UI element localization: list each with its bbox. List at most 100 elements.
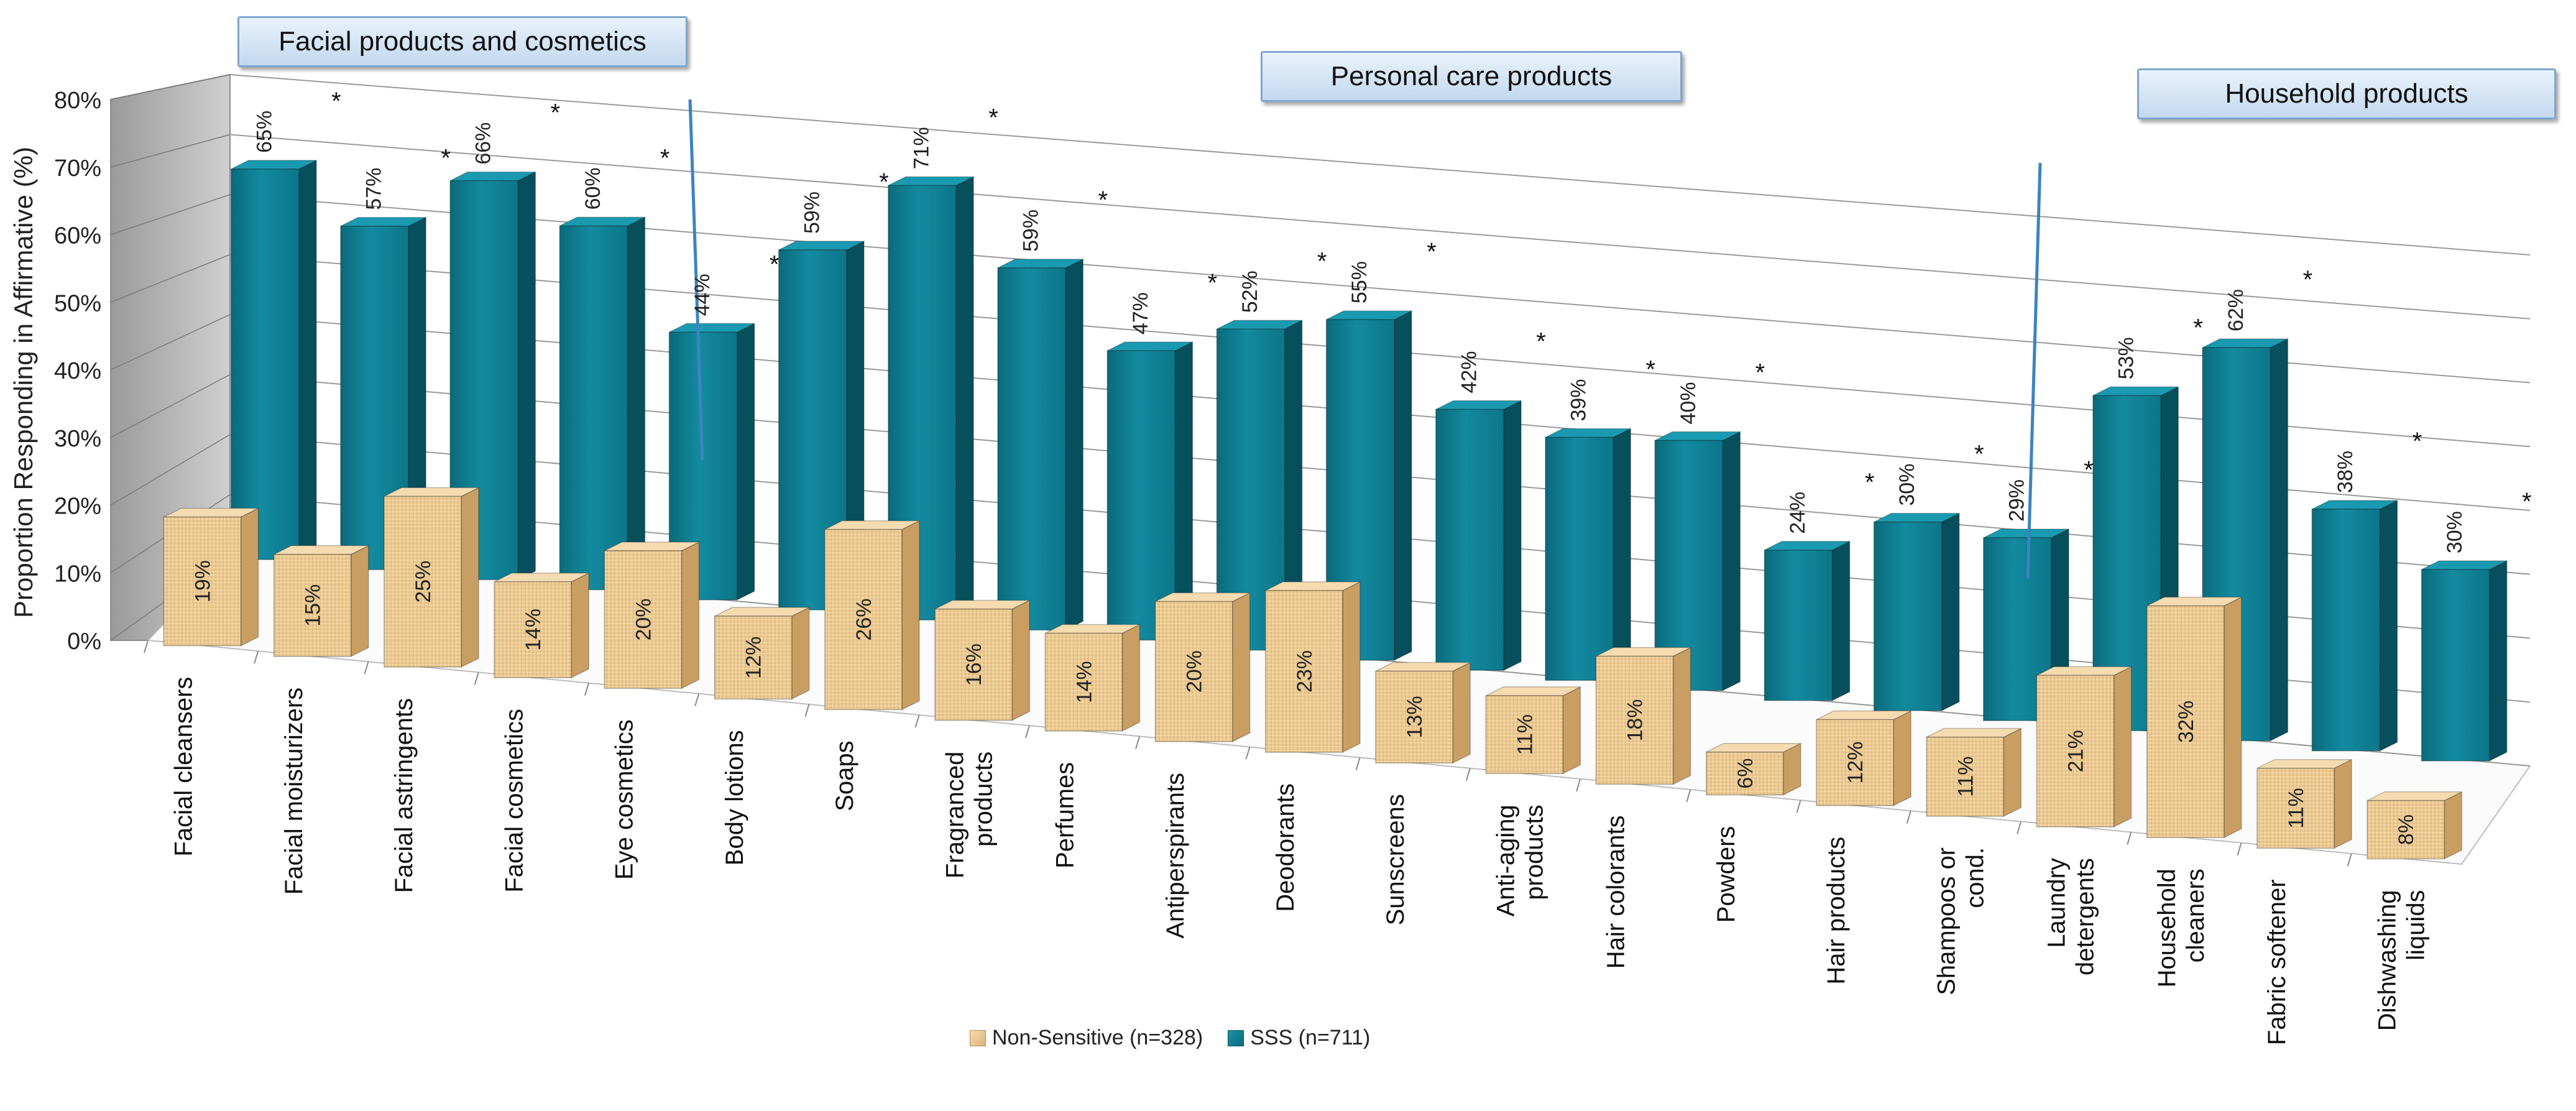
- x-tick: [584, 683, 589, 696]
- bar-non-sensitive-antiperspirants-side: [1231, 592, 1251, 743]
- group-divider: [2026, 162, 2042, 579]
- bar-sss-antiperspirants-top: [1217, 320, 1303, 330]
- bar-non-sensitive-hair-products-side: [1893, 710, 1911, 806]
- bar-sss-eye-cosmetics-side: [736, 323, 755, 601]
- value-label-non-sensitive: 14%: [1072, 661, 1096, 703]
- significance-marker: *: [879, 168, 889, 196]
- x-tick: [1024, 725, 1030, 739]
- bar-sss-dishwashing-liquids-top: [2421, 560, 2508, 570]
- legend-label-sss: SSS (n=711): [1250, 1026, 1371, 1049]
- bar-non-sensitive-laundry-detergents-top: [2036, 666, 2132, 676]
- significance-marker: *: [331, 88, 341, 115]
- bar-sss-perfumes: [1106, 350, 1176, 641]
- bar-sss-facial-astringents-top: [449, 171, 536, 182]
- x-tick-label: Facial moisturizers: [280, 688, 308, 895]
- bar-non-sensitive-laundry-detergents: [2036, 675, 2115, 827]
- bar-sss-hair-colorants-side: [1722, 431, 1741, 691]
- value-label-non-sensitive: 12%: [1844, 742, 1867, 784]
- value-label-non-sensitive: 11%: [2284, 788, 2308, 829]
- bar-sss-soaps-side: [955, 176, 974, 621]
- significance-marker: *: [660, 144, 670, 172]
- value-label-sss: 24%: [1786, 492, 1810, 534]
- bar-sss-hair-products-top: [1874, 512, 1960, 523]
- bar-non-sensitive-facial-moisturizers-top: [274, 545, 369, 555]
- bar-non-sensitive-deodorants: [1265, 590, 1343, 753]
- x-tick-label: Facial cosmetics: [500, 709, 528, 893]
- bar-sss-deodorants-side: [1394, 310, 1412, 662]
- bar-non-sensitive-shampoos-or-cond-side: [2003, 727, 2022, 818]
- side-gridline: [110, 374, 231, 438]
- value-label-sss: 62%: [2224, 289, 2248, 331]
- bar-non-sensitive-facial-cleansers: [163, 516, 242, 647]
- group-label-household: Household products: [2137, 68, 2556, 119]
- bar-sss-household-cleaners-side: [2270, 338, 2289, 742]
- bar-non-sensitive-sunscreens-top: [1375, 662, 1471, 672]
- value-label-sss: 39%: [1567, 379, 1591, 421]
- x-tick-label: Eye cosmetics: [611, 719, 638, 880]
- x-tick: [2237, 842, 2242, 856]
- bar-non-sensitive-perfumes-top: [1045, 624, 1140, 634]
- group-divider: [688, 99, 704, 461]
- value-label-non-sensitive: 32%: [2174, 701, 2198, 743]
- bar-sss-powders-side: [1831, 540, 1851, 701]
- legend-swatch-sss: [1228, 1030, 1244, 1046]
- bar-non-sensitive-facial-astringents-top: [384, 487, 479, 497]
- value-label-non-sensitive: 18%: [1624, 699, 1647, 741]
- x-tick-label: Soaps: [831, 740, 858, 811]
- value-label-sss: 71%: [909, 127, 933, 169]
- bar-non-sensitive-soaps: [824, 528, 903, 711]
- y-tick-label: 40%: [54, 358, 101, 384]
- x-tick: [474, 672, 479, 685]
- significance-marker: *: [551, 99, 561, 127]
- bar-non-sensitive-hair-products-top: [1816, 710, 1911, 721]
- x-tick: [804, 704, 810, 717]
- bar-sss-facial-cleansers: [230, 168, 300, 560]
- bar-non-sensitive-household-cleaners-side: [2224, 596, 2242, 839]
- significance-marker: *: [1536, 328, 1546, 356]
- x-tick: [364, 661, 369, 675]
- legend: Non-Sensitive (n=328) SSS (n=711): [970, 1026, 1370, 1050]
- bar-non-sensitive-fabric-softener: [2256, 767, 2335, 849]
- side-gridline: [110, 314, 231, 371]
- value-label-non-sensitive: 23%: [1293, 650, 1317, 693]
- y-tick-label: 80%: [54, 88, 101, 114]
- y-tick-label: 60%: [54, 223, 101, 249]
- y-tick-label: 50%: [54, 290, 101, 316]
- value-label-non-sensitive: 26%: [852, 599, 876, 641]
- x-tick: [1576, 778, 1581, 792]
- significance-marker: *: [1645, 356, 1655, 384]
- bar-non-sensitive-anti-aging-products-side: [1562, 686, 1581, 775]
- value-label-sss: 55%: [1348, 261, 1371, 303]
- x-tick: [914, 714, 920, 728]
- y-axis-title: Proportion Responding in Affirmative (%): [9, 147, 38, 618]
- value-label-sss: 29%: [2005, 479, 2028, 522]
- x-tick: [1686, 789, 1691, 803]
- bar-non-sensitive-household-cleaners: [2146, 605, 2225, 838]
- value-label-sss: 60%: [581, 167, 605, 210]
- bar-sss-hair-products: [1873, 521, 1943, 711]
- bar-sss-facial-cosmetics-side: [627, 216, 646, 591]
- bar-non-sensitive-deodorants-top: [1265, 581, 1361, 591]
- bar-non-sensitive-powders-top: [1706, 742, 1801, 753]
- bar-sss-fabric-softener: [2311, 509, 2381, 752]
- bar-non-sensitive-body-lotions-top: [714, 607, 810, 617]
- value-label-sss: 40%: [1677, 382, 1700, 424]
- x-tick-label: Anti-agingproducts: [1492, 804, 1548, 916]
- bar-non-sensitive-antiperspirants-top: [1155, 592, 1250, 602]
- side-gridline: [110, 434, 231, 506]
- bar-sss-sunscreens: [1435, 408, 1504, 671]
- x-tick-label: Antiperspirants: [1162, 773, 1189, 939]
- bar-non-sensitive-hair-colorants-top: [1596, 647, 1691, 657]
- bar-sss-powders: [1764, 550, 1833, 701]
- significance-marker: *: [441, 145, 451, 172]
- significance-marker: *: [1427, 238, 1437, 265]
- x-tick-label: Fabric softener: [2263, 879, 2291, 1045]
- bar-non-sensitive-powders-side: [1783, 742, 1801, 796]
- bar-sss-perfumes-top: [1106, 341, 1193, 351]
- bar-non-sensitive-hair-colorants: [1595, 655, 1674, 785]
- legend-item-sss: SSS (n=711): [1228, 1026, 1370, 1050]
- bar-non-sensitive-facial-moisturizers-side: [351, 545, 369, 657]
- bar-non-sensitive-anti-aging-products-top: [1485, 686, 1581, 696]
- bar-sss-facial-moisturizers-top: [340, 216, 426, 227]
- significance-marker: *: [1098, 187, 1108, 214]
